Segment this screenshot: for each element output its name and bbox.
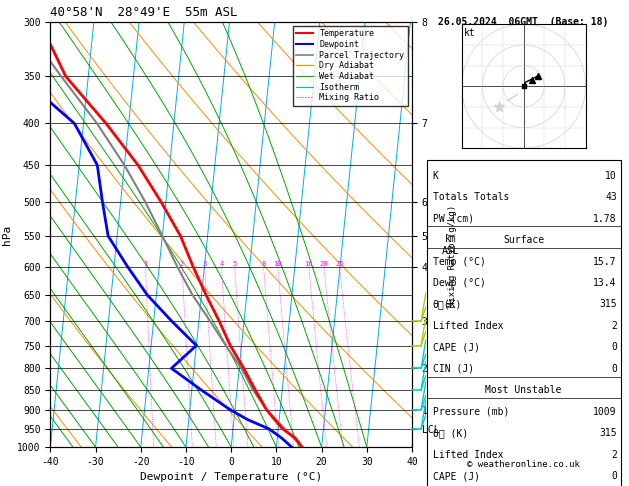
- Text: K: K: [433, 171, 438, 181]
- Text: Lifted Index: Lifted Index: [433, 321, 503, 331]
- Text: Dewp (°C): Dewp (°C): [433, 278, 486, 288]
- Text: CAPE (J): CAPE (J): [433, 471, 479, 481]
- Text: 15.7: 15.7: [593, 257, 617, 266]
- Text: 315: 315: [599, 428, 617, 438]
- Text: 5: 5: [233, 260, 237, 267]
- Text: Pressure (mb): Pressure (mb): [433, 407, 509, 417]
- Text: 1: 1: [143, 260, 148, 267]
- Text: 0: 0: [611, 342, 617, 352]
- Legend: Temperature, Dewpoint, Parcel Trajectory, Dry Adiabat, Wet Adiabat, Isotherm, Mi: Temperature, Dewpoint, Parcel Trajectory…: [293, 26, 408, 105]
- Text: Surface: Surface: [503, 235, 544, 245]
- Text: CAPE (J): CAPE (J): [433, 342, 479, 352]
- Text: 13.4: 13.4: [593, 278, 617, 288]
- Text: 10: 10: [605, 171, 617, 181]
- Text: 10: 10: [274, 260, 282, 267]
- Text: Temp (°C): Temp (°C): [433, 257, 486, 266]
- Text: 26.05.2024  06GMT  (Base: 18): 26.05.2024 06GMT (Base: 18): [438, 17, 609, 27]
- Text: Totals Totals: Totals Totals: [433, 192, 509, 202]
- Text: 2: 2: [611, 321, 617, 331]
- Text: 1009: 1009: [593, 407, 617, 417]
- Text: 2: 2: [611, 450, 617, 460]
- Text: 4: 4: [219, 260, 223, 267]
- Text: kt: kt: [464, 28, 476, 38]
- X-axis label: Dewpoint / Temperature (°C): Dewpoint / Temperature (°C): [140, 472, 322, 483]
- Y-axis label: km
ASL: km ASL: [442, 235, 459, 256]
- Text: 16: 16: [304, 260, 313, 267]
- Text: θᴇ (K): θᴇ (K): [433, 428, 468, 438]
- Y-axis label: hPa: hPa: [1, 225, 11, 244]
- Text: θᴇ(K): θᴇ(K): [433, 299, 462, 310]
- Text: 8: 8: [262, 260, 265, 267]
- Text: Lifted Index: Lifted Index: [433, 450, 503, 460]
- Text: 3: 3: [203, 260, 207, 267]
- Text: © weatheronline.co.uk: © weatheronline.co.uk: [467, 460, 580, 469]
- Text: 315: 315: [599, 299, 617, 310]
- Text: 25: 25: [335, 260, 343, 267]
- Text: 40°58'N  28°49'E  55m ASL: 40°58'N 28°49'E 55m ASL: [50, 6, 238, 19]
- Text: Most Unstable: Most Unstable: [486, 385, 562, 395]
- Text: 43: 43: [605, 192, 617, 202]
- Text: 1.78: 1.78: [593, 214, 617, 224]
- Text: 2: 2: [180, 260, 184, 267]
- Text: 0: 0: [611, 471, 617, 481]
- Text: 0: 0: [611, 364, 617, 374]
- Text: CIN (J): CIN (J): [433, 364, 474, 374]
- Text: PW (cm): PW (cm): [433, 214, 474, 224]
- Text: Mixing Ratio (g/kg): Mixing Ratio (g/kg): [448, 205, 457, 307]
- Text: 20: 20: [320, 260, 328, 267]
